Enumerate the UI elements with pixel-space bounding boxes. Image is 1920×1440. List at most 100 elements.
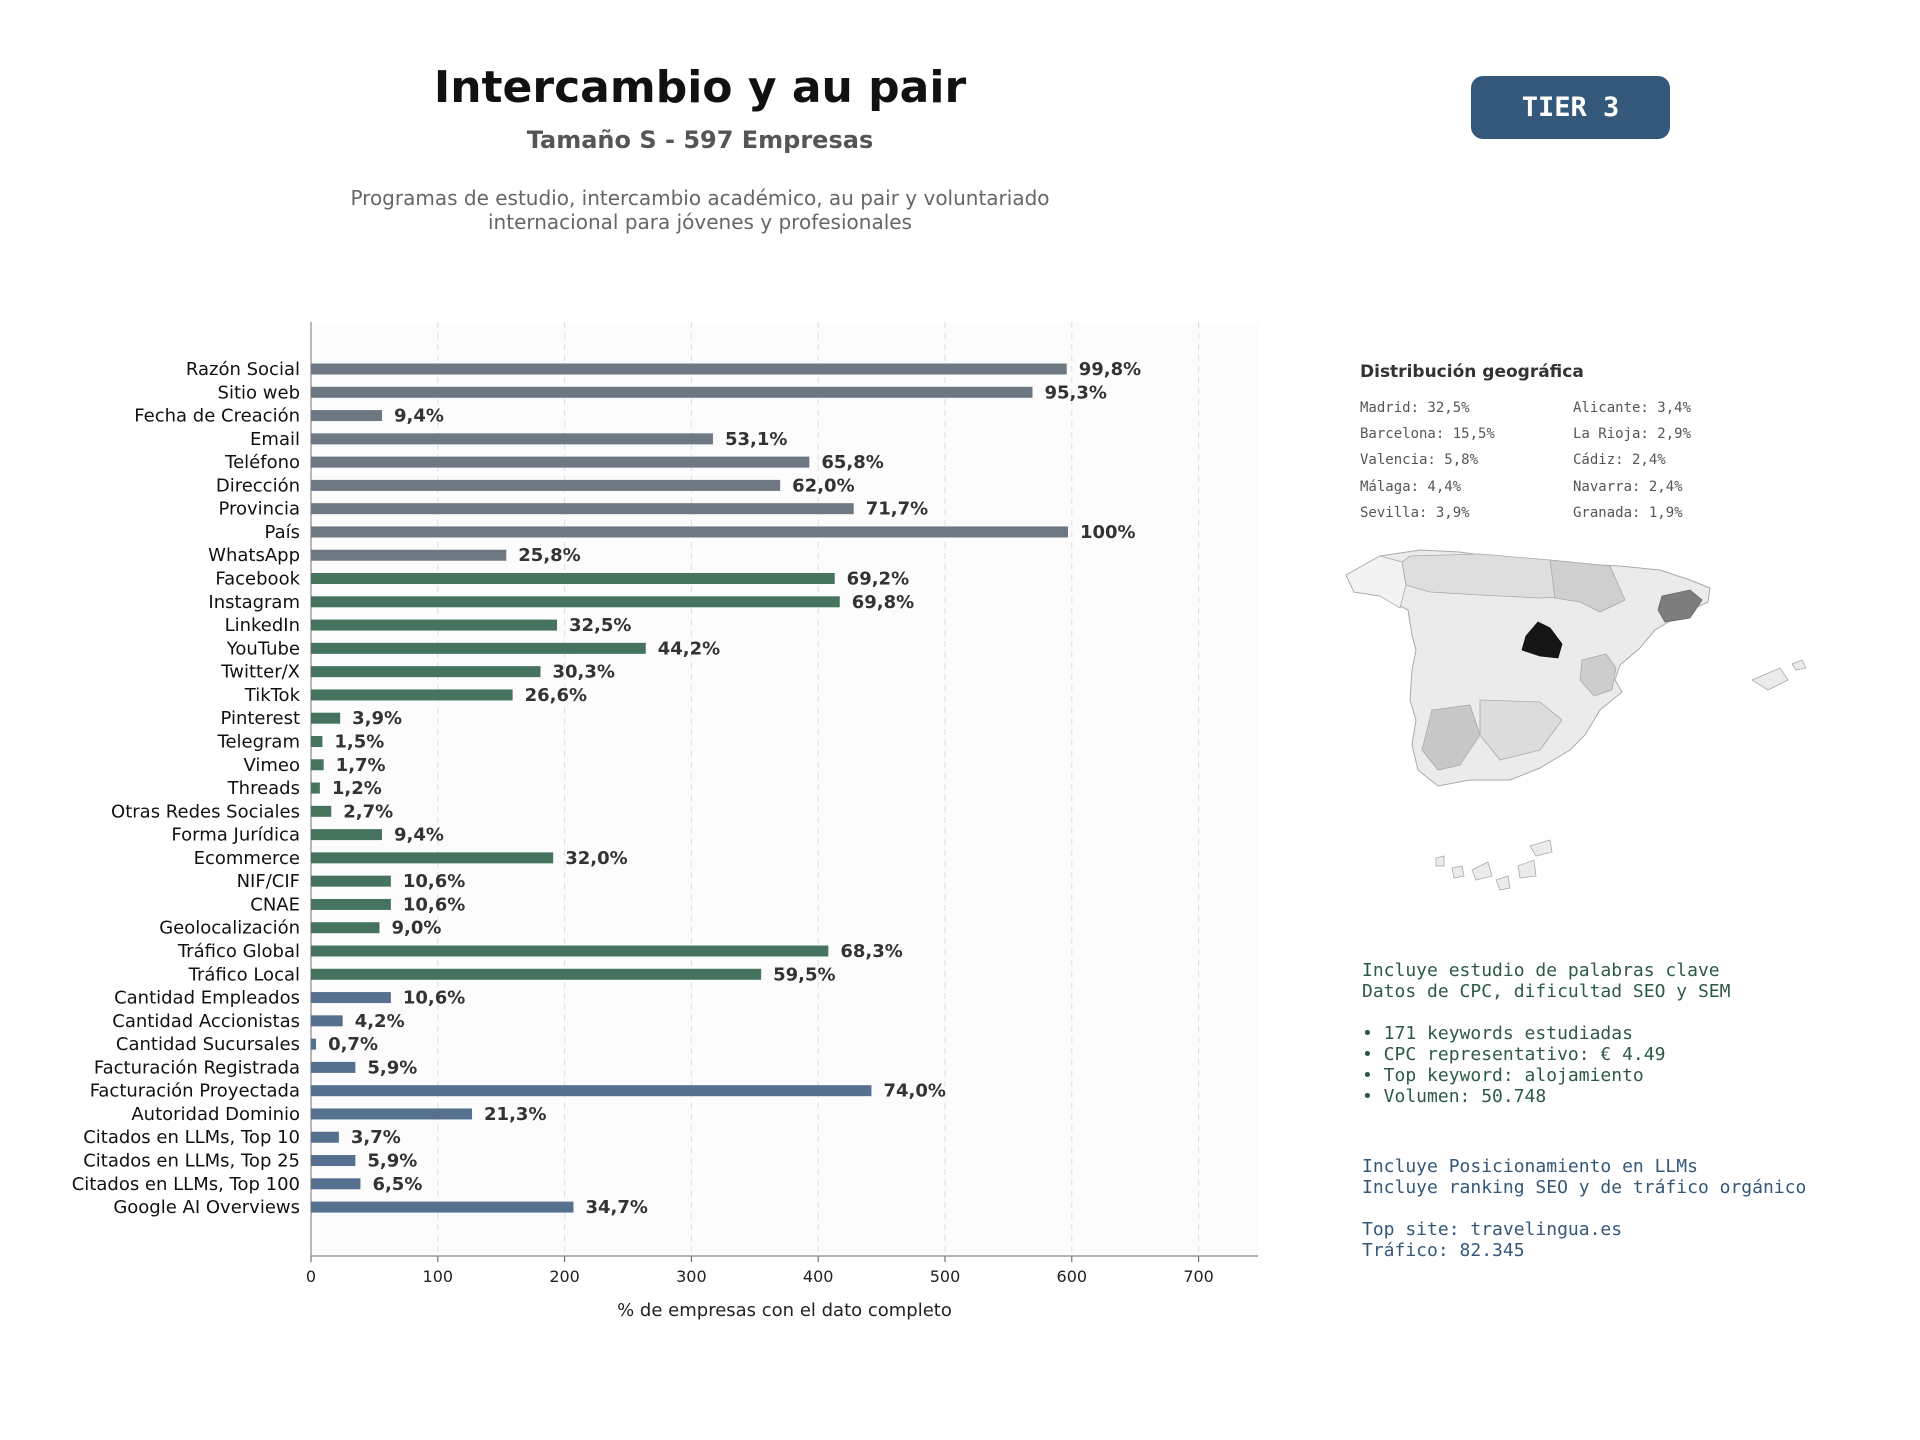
category-label: CNAE <box>250 894 300 915</box>
category-label: Instagram <box>208 592 300 613</box>
seo-bullet: • Volumen: 50.748 <box>1362 1086 1547 1107</box>
category-label: YouTube <box>226 638 300 659</box>
map-navarra-rioja <box>1549 559 1626 613</box>
geo-item: Navarra: 2,4% <box>1573 479 1683 495</box>
bar <box>311 363 1067 375</box>
bar <box>311 1131 339 1143</box>
category-label: Threads <box>227 778 300 799</box>
seo-bullet: • Top keyword: alojamiento <box>1362 1065 1644 1086</box>
category-label: Google AI Overviews <box>113 1197 300 1218</box>
tier-badge: TIER 3 <box>1471 76 1670 139</box>
seo-line-2: Datos de CPC, dificultad SEO y SEM <box>1362 981 1731 1002</box>
data-label: 26,6% <box>525 685 587 706</box>
category-label: Email <box>250 429 300 450</box>
data-label: 2,7% <box>343 801 393 822</box>
bar <box>311 968 762 980</box>
category-label: Teléfono <box>224 452 300 473</box>
category-label: WhatsApp <box>208 545 300 566</box>
category-label: Razón Social <box>186 359 300 380</box>
llm-line-1: Incluye Posicionamiento en LLMs <box>1362 1156 1698 1177</box>
data-label: 9,4% <box>394 825 444 846</box>
data-label: 6,5% <box>372 1174 422 1195</box>
bar <box>311 735 323 747</box>
category-label: Cantidad Sucursales <box>116 1034 300 1055</box>
geo-item: Granada: 1,9% <box>1573 505 1683 521</box>
map-madrid <box>1521 621 1563 659</box>
seo-bullet: • CPC representativo: € 4.49 <box>1362 1044 1666 1065</box>
category-label: Provincia <box>218 499 300 520</box>
seo-line-1: Incluye estudio de palabras clave <box>1362 960 1720 981</box>
page-title: Intercambio y au pair <box>433 62 967 113</box>
bar <box>311 1201 574 1213</box>
geo-item: Valencia: 5,8% <box>1360 452 1479 468</box>
data-label: 59,5% <box>773 964 835 985</box>
data-label: 99,8% <box>1079 359 1141 380</box>
map-canarias <box>1435 839 1553 891</box>
data-label: 100% <box>1080 522 1136 543</box>
geo-item: Málaga: 4,4% <box>1360 479 1462 495</box>
data-label: 30,3% <box>553 662 615 683</box>
bar <box>311 689 513 701</box>
category-label: Cantidad Accionistas <box>112 1011 300 1032</box>
data-label: 1,2% <box>332 778 382 799</box>
seo-bullet: • 171 keywords estudiadas <box>1362 1023 1633 1044</box>
x-tick-label: 600 <box>1057 1267 1088 1286</box>
data-label: 44,2% <box>658 638 720 659</box>
spain-map <box>1345 549 1807 891</box>
data-label: 4,2% <box>355 1011 405 1032</box>
data-label: 34,7% <box>585 1197 647 1218</box>
llm-top-site: Top site: travelingua.es <box>1362 1219 1623 1240</box>
bar <box>311 619 557 631</box>
category-label: Citados en LLMs, Top 25 <box>83 1151 300 1172</box>
category-label: País <box>265 522 300 543</box>
bar <box>311 503 854 515</box>
x-tick-label: 500 <box>930 1267 961 1286</box>
data-label: 32,0% <box>565 848 627 869</box>
data-label: 25,8% <box>518 545 580 566</box>
bar <box>311 852 554 864</box>
x-tick-label: 0 <box>306 1267 316 1286</box>
bar <box>311 712 341 724</box>
data-label: 32,5% <box>569 615 631 636</box>
category-label: Ecommerce <box>194 848 300 869</box>
bar <box>311 1038 317 1050</box>
data-label: 62,0% <box>792 475 854 496</box>
data-label: 74,0% <box>883 1081 945 1102</box>
data-label: 9,0% <box>391 918 441 939</box>
data-label: 65,8% <box>821 452 883 473</box>
category-label: LinkedIn <box>225 615 300 636</box>
description-line-1: Programas de estudio, intercambio académ… <box>350 186 1050 210</box>
bar <box>311 805 332 817</box>
x-axis-label: % de empresas con el dato completo <box>617 1300 952 1321</box>
category-label: Twitter/X <box>220 662 300 683</box>
data-label: 5,9% <box>367 1151 417 1172</box>
bar <box>311 479 781 491</box>
category-label: Tráfico Global <box>177 941 300 962</box>
bar <box>311 992 391 1004</box>
bar <box>311 410 383 422</box>
data-label: 10,6% <box>403 871 465 892</box>
bar <box>311 1108 473 1120</box>
bar <box>311 456 810 468</box>
bar <box>311 898 391 910</box>
page-subtitle: Tamaño S - 597 Empresas <box>526 126 874 154</box>
bar <box>311 666 541 678</box>
data-label: 3,9% <box>352 708 402 729</box>
data-label: 68,3% <box>840 941 902 962</box>
bar <box>311 526 1068 538</box>
data-label: 69,2% <box>847 569 909 590</box>
map-valencia <box>1579 653 1617 697</box>
bar <box>311 1085 872 1097</box>
category-label: Facebook <box>215 569 300 590</box>
plot-area <box>311 322 1258 1256</box>
category-label: Telegram <box>217 731 300 752</box>
bar <box>311 1015 343 1027</box>
geo-item: Sevilla: 3,9% <box>1360 505 1470 521</box>
data-label: 10,6% <box>403 894 465 915</box>
category-label: Cantidad Empleados <box>114 988 300 1009</box>
bar <box>311 759 324 771</box>
bar <box>311 1155 356 1167</box>
category-label: Sitio web <box>218 382 300 403</box>
bar <box>311 829 383 841</box>
